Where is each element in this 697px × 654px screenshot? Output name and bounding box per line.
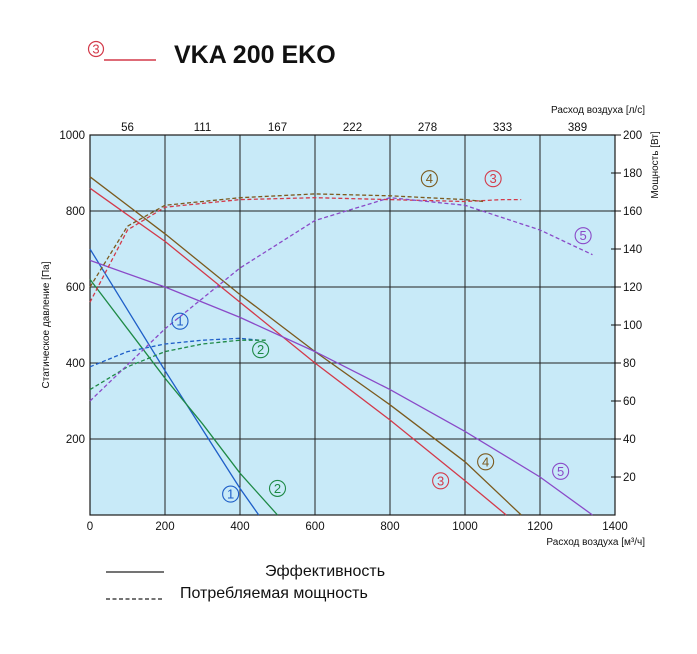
- x-top-tick-label: 56: [121, 122, 134, 134]
- y-right-tick-label: 60: [623, 396, 636, 408]
- series-label-2: 2: [257, 342, 264, 357]
- x-bottom-tick-label: 200: [155, 521, 174, 533]
- power-curve-2: [89, 339, 267, 391]
- series-label-circle-1: [222, 485, 240, 503]
- y-left-tick-label: 600: [66, 282, 85, 294]
- x-bottom-tick-label: 1200: [527, 521, 553, 533]
- series-label-circle-2: [268, 479, 287, 497]
- power-curve-3: [89, 197, 522, 303]
- x-bottom-tick-label: 1000: [452, 521, 478, 533]
- pressure-curve-5: [89, 259, 593, 516]
- legend: Эффективность Потребляемая мощность: [106, 563, 385, 602]
- x-bottom-ticks: 0 200 400 600 800 1000 1200 1400: [87, 521, 628, 533]
- series-label-5: 5: [557, 464, 564, 479]
- y-left-tick-label: 400: [66, 358, 85, 370]
- series-label-circle-3: [484, 170, 502, 188]
- chart-title-group: 3 VKA 200 EKO: [87, 40, 336, 69]
- legend-solid-label: Эффективность: [265, 563, 385, 580]
- y-right-tick-label: 100: [623, 320, 642, 332]
- series-label-3: 3: [437, 473, 444, 488]
- y-right-tick-label: 120: [623, 282, 642, 294]
- series-label-circle-4: [420, 170, 438, 188]
- series-label-5: 5: [580, 228, 587, 243]
- y-right-tick-label: 160: [623, 206, 642, 218]
- y-right-tick-label: 180: [623, 168, 642, 180]
- series-label-circle-5: [552, 462, 570, 480]
- plot-background: [90, 135, 615, 515]
- y-left-tick-label: 1000: [59, 130, 85, 142]
- x-bottom-tick-label: 400: [230, 521, 249, 533]
- y-left-axis-title: Статическое давление [Па]: [41, 261, 52, 388]
- y-left-tick-label: 200: [66, 434, 85, 446]
- series-group: [89, 176, 593, 516]
- y-right-axis-title: Мощность [Вт]: [650, 131, 661, 199]
- series-label-2: 2: [274, 481, 281, 496]
- series-label-circle-2: [252, 341, 270, 359]
- power-curve-5: [89, 197, 593, 402]
- x-top-ticks: 56 111 167 222 278 333 389: [121, 122, 587, 134]
- x-top-axis-title: Расход воздуха [л/с]: [551, 105, 645, 116]
- y-right-tick-label: 200: [623, 130, 642, 142]
- series-label-1: 1: [227, 487, 234, 502]
- x-top-tick-label: 111: [194, 122, 211, 134]
- legend-dashed-label: Потребляемая мощность: [180, 585, 368, 602]
- title-marker-circle: [87, 40, 105, 58]
- series-label-3: 3: [490, 171, 497, 186]
- y-right-tick-label: 40: [623, 434, 636, 446]
- x-top-tick-label: 167: [268, 122, 287, 134]
- x-bottom-tick-label: 0: [87, 521, 93, 533]
- series-label-circle-5: [574, 227, 592, 245]
- y-right-tick-label: 20: [623, 472, 636, 484]
- series-label-circle-1: [171, 312, 189, 330]
- x-bottom-axis-title: Расход воздуха [м³/ч]: [546, 537, 645, 548]
- pressure-curve-3: [89, 187, 507, 516]
- series-label-circle-4: [477, 453, 495, 471]
- series-label-4: 4: [426, 171, 433, 186]
- y-left-ticks: 200 400 600 800 1000: [59, 130, 85, 446]
- y-left-tick-label: 800: [66, 206, 85, 218]
- power-curve-4: [89, 193, 484, 288]
- x-top-tick-label: 333: [493, 122, 512, 134]
- y-right-tick-label: 80: [623, 358, 636, 370]
- series-labels: 1 2 3 4 5 1 2 3 4 5: [171, 170, 592, 503]
- x-bottom-tick-label: 800: [380, 521, 399, 533]
- x-bottom-tick-label: 600: [305, 521, 324, 533]
- y-right-tick-label: 140: [623, 244, 642, 256]
- pressure-curve-2: [89, 279, 278, 516]
- x-top-tick-label: 389: [568, 122, 587, 134]
- y-right-ticks: 20 40 60 80 100 120 140 160 180 200: [611, 130, 642, 484]
- series-label-4: 4: [482, 454, 489, 469]
- chart-title: VKA 200 EKO: [174, 41, 336, 69]
- series-label-circle-3: [432, 472, 450, 490]
- x-bottom-tick-label: 1400: [602, 521, 628, 533]
- x-top-tick-label: 222: [343, 122, 362, 134]
- x-top-tick-label: 278: [418, 122, 437, 134]
- power-curve-1: [89, 337, 259, 368]
- title-marker-label: 3: [92, 42, 99, 57]
- series-label-1: 1: [176, 314, 183, 329]
